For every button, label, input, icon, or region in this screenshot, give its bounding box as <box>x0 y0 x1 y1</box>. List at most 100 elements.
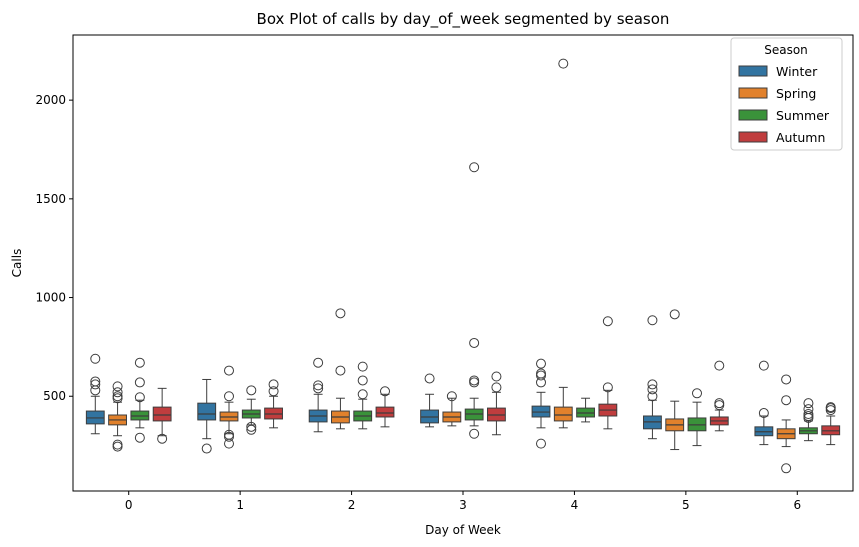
outlier-point <box>201 443 212 454</box>
box-body <box>553 406 573 422</box>
y-tick-label: 2000 <box>35 93 66 107</box>
outlier-point <box>825 402 836 413</box>
outlier-point <box>313 380 324 391</box>
outlier-point <box>491 371 502 382</box>
box-summer-day-4 <box>576 397 595 423</box>
outlier-point <box>469 337 480 348</box>
outlier-point <box>246 424 257 435</box>
outlier-point <box>803 404 814 415</box>
outlier-point <box>647 391 658 402</box>
outlier-point <box>781 463 792 474</box>
outlier-point <box>469 375 480 386</box>
outlier-point <box>491 382 502 393</box>
box-autumn-day-3 <box>487 371 506 436</box>
y-tick-label: 1000 <box>35 291 66 305</box>
outlier-point <box>313 357 324 368</box>
outlier-point <box>692 388 702 399</box>
outlier-point <box>357 389 368 400</box>
box-winter-day-4 <box>531 358 551 449</box>
box-autumn-day-1 <box>264 379 283 429</box>
box-body <box>375 406 395 418</box>
outlier-point <box>335 365 346 376</box>
outlier-point <box>313 383 324 394</box>
legend-swatch-summer <box>738 109 768 121</box>
outlier-point <box>357 361 368 372</box>
outlier-point <box>536 370 546 381</box>
box-winter-day-1 <box>197 378 217 454</box>
outlier-point <box>90 376 101 387</box>
outlier-point <box>781 374 792 385</box>
legend-label-autumn: Autumn <box>776 130 825 145</box>
x-tick-label: 4 <box>571 498 579 512</box>
outlier-point <box>558 58 569 69</box>
outlier-point <box>134 432 145 443</box>
y-axis-label: Calls <box>10 249 24 278</box>
outlier-point <box>781 395 792 406</box>
outlier-point <box>224 365 234 376</box>
outlier-point <box>669 309 680 320</box>
outlier-point <box>157 433 168 444</box>
box-summer-day-3 <box>464 162 484 439</box>
box-winter-day-2 <box>308 357 328 433</box>
x-tick-label: 1 <box>236 498 244 512</box>
box-winter-day-5 <box>643 315 662 440</box>
outlier-point <box>112 441 123 452</box>
legend-swatch-winter <box>738 65 768 77</box>
outlier-point <box>647 315 658 326</box>
x-tick-label: 5 <box>682 498 690 512</box>
y-tick-label: 1500 <box>35 192 66 206</box>
outlier-point <box>536 358 546 369</box>
outlier-point <box>112 381 123 392</box>
box-autumn-day-2 <box>375 386 395 428</box>
box-body <box>152 406 172 422</box>
box-spring-day-6 <box>776 374 796 474</box>
outlier-point <box>246 385 257 396</box>
outlier-point <box>112 439 123 450</box>
legend-swatch-autumn <box>738 131 768 143</box>
x-tick-label: 0 <box>125 498 133 512</box>
outlier-point <box>268 386 279 397</box>
box-summer-day-5 <box>687 388 707 447</box>
outlier-point <box>647 379 658 390</box>
legend-label-winter: Winter <box>776 64 818 79</box>
legend: Season Winter Spring Summer Autumn <box>730 37 843 151</box>
legend-label-spring: Spring <box>776 86 816 101</box>
outlier-point <box>714 360 725 371</box>
outlier-point <box>714 400 725 411</box>
box-spring-day-5 <box>665 309 685 451</box>
x-tick-label: 3 <box>459 498 467 512</box>
outlier-point <box>758 408 769 419</box>
box-winter-day-0 <box>85 353 105 435</box>
outlier-point <box>803 398 814 409</box>
outlier-point <box>446 391 457 402</box>
x-axis-label: Day of Week <box>425 523 501 537</box>
outlier-point <box>469 428 480 439</box>
chart-title: Box Plot of calls by day_of_week segment… <box>257 10 670 29</box>
outlier-point <box>536 368 546 379</box>
x-tick-label: 2 <box>348 498 356 512</box>
x-axis: 0 1 2 3 4 5 6 <box>125 491 801 512</box>
outlier-point <box>424 373 435 384</box>
outlier-point <box>758 360 769 371</box>
outlier-point <box>469 162 480 173</box>
boxes-layer <box>85 58 841 474</box>
box-winter-day-6 <box>754 360 774 446</box>
box-summer-day-2 <box>353 361 373 430</box>
outlier-point <box>224 429 234 440</box>
x-tick-label: 6 <box>793 498 801 512</box>
outlier-point <box>134 377 145 388</box>
box-spring-day-4 <box>553 58 573 429</box>
outlier-point <box>90 379 101 390</box>
outlier-point <box>246 421 257 432</box>
outlier-point <box>134 357 145 368</box>
box-autumn-day-5 <box>709 360 729 432</box>
y-tick-label: 500 <box>43 389 66 403</box>
legend-swatch-spring <box>738 87 768 99</box>
outlier-point <box>112 387 123 398</box>
outlier-point <box>134 392 145 403</box>
box-body <box>197 402 217 421</box>
outlier-point <box>803 409 814 420</box>
y-axis: 500 1000 1500 2000 <box>35 93 73 403</box>
box-spring-day-3 <box>442 391 462 427</box>
